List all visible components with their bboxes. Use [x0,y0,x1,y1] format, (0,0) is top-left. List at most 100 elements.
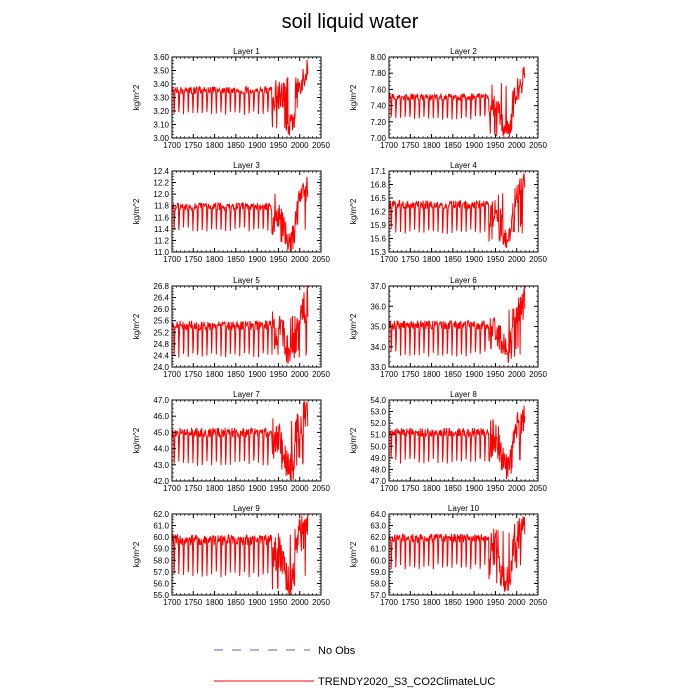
y-tick-label: 42.0 [153,477,169,486]
y-tick-label: 3.00 [153,134,169,143]
y-axis-label: kg/m^2 [349,427,358,453]
y-tick-label: 11.2 [154,236,170,245]
y-tick-label: 12.4 [153,167,169,176]
chart-panel: Layer 9 kg/m^2 1700 1750 1800 1850 1900 1950 200… [132,504,330,607]
legend: No Obs TRENDY2020_S3_CO2ClimateLUC [214,645,495,688]
x-tick-label: 2000 [291,598,309,607]
chart-panel: Layer 1 kg/m^2 1700 1750 1800 1850 1900 1950 200… [132,47,330,150]
series-line [171,513,309,596]
y-tick-label: 11.0 [154,248,170,257]
plot-frame [388,170,539,253]
x-tick-label: 1850 [227,370,245,379]
y-tick-label: 24.4 [153,351,169,360]
x-tick-label: 1800 [206,484,224,493]
x-tick-label: 2000 [508,141,526,150]
panel-title: Layer 8 [450,390,477,399]
x-tick-label: 1700 [163,370,181,379]
y-tick-label: 45.0 [153,428,169,437]
y-tick-label: 33.0 [370,363,386,372]
series-line [171,176,309,252]
y-tick-label: 58.0 [370,579,386,588]
x-tick-label: 1750 [401,598,419,607]
x-tick-label: 2050 [529,141,547,150]
y-tick-label: 48.0 [370,465,386,474]
series-line [388,173,526,248]
x-tick-label: 2050 [312,598,330,607]
x-tick-label: 2050 [312,370,330,379]
x-tick-label: 1750 [401,141,419,150]
x-tick-label: 2050 [312,255,330,264]
x-tick-label: 2000 [508,484,526,493]
x-tick-label: 1950 [487,484,505,493]
x-tick-label: 1850 [444,370,462,379]
x-tick-label: 2000 [291,255,309,264]
chart-panel: Layer 8 kg/m^2 1700 1750 1800 1850 1900 1950 200… [349,390,547,493]
y-tick-label: 16.5 [370,194,386,203]
x-tick-label: 1800 [423,141,441,150]
x-tick-label: 1800 [423,598,441,607]
y-tick-label: 25.6 [153,317,169,326]
y-tick-label: 12.2 [153,179,169,188]
x-tick-label: 2000 [291,370,309,379]
x-tick-label: 1950 [270,598,288,607]
x-tick-label: 2050 [529,370,547,379]
y-axis-label: kg/m^2 [132,427,141,453]
x-tick-label: 1800 [206,370,224,379]
x-tick-label: 1950 [270,141,288,150]
y-tick-label: 8.00 [370,53,386,62]
x-tick-label: 1700 [380,598,398,607]
y-tick-label: 62.0 [153,510,169,519]
y-tick-label: 26.4 [153,294,169,303]
x-tick-label: 1800 [423,370,441,379]
page-title: soil liquid water [282,11,419,33]
y-tick-label: 15.6 [370,235,386,244]
plot-frame [388,399,539,482]
y-axis-label: kg/m^2 [349,84,358,110]
y-tick-label: 44.0 [153,445,169,454]
y-tick-label: 15.3 [370,248,386,257]
y-axis-label: kg/m^2 [349,541,358,567]
y-tick-label: 24.0 [153,363,169,372]
panel-title: Layer 7 [233,390,260,399]
y-tick-label: 12.0 [153,190,169,199]
y-tick-label: 3.60 [153,53,169,62]
x-tick-label: 1850 [444,141,462,150]
panel-title: Layer 5 [233,276,260,285]
y-tick-label: 50.0 [370,442,386,451]
x-tick-label: 2050 [529,598,547,607]
panel-title: Layer 2 [450,47,477,56]
y-tick-label: 11.8 [154,202,170,211]
series-line [388,516,526,592]
y-tick-label: 61.0 [370,545,386,554]
x-tick-label: 1700 [380,484,398,493]
y-tick-label: 47.0 [370,477,386,486]
x-tick-label: 1750 [184,484,202,493]
x-tick-label: 1750 [401,255,419,264]
y-tick-label: 63.0 [370,522,386,531]
y-tick-label: 60.0 [370,556,386,565]
y-tick-label: 52.0 [370,419,386,428]
chart-panel: Layer 2 kg/m^2 1700 1750 1800 1850 1900 1950 200… [349,47,547,150]
chart-panel: Layer 4 kg/m^2 1700 1750 1800 1850 1900 1950 200… [349,161,547,264]
y-tick-label: 53.0 [370,408,386,417]
y-tick-label: 3.40 [153,80,169,89]
y-tick-label: 11.6 [154,213,170,222]
x-tick-label: 1950 [270,484,288,493]
x-tick-label: 1950 [487,141,505,150]
panel-title: Layer 9 [233,504,260,513]
x-tick-label: 2050 [529,255,547,264]
x-tick-label: 2050 [312,484,330,493]
panel-title: Layer 10 [448,504,480,513]
series-line [388,405,526,480]
y-tick-label: 3.30 [153,94,169,103]
plot-frame [171,170,322,253]
y-tick-label: 7.80 [370,69,386,78]
y-tick-label: 3.20 [153,107,169,116]
y-tick-label: 57.0 [153,568,169,577]
y-tick-label: 56.0 [153,579,169,588]
x-tick-label: 1750 [184,141,202,150]
y-tick-label: 25.2 [153,328,169,337]
y-tick-label: 24.8 [153,340,169,349]
y-tick-label: 61.0 [153,522,169,531]
x-tick-label: 2050 [529,484,547,493]
